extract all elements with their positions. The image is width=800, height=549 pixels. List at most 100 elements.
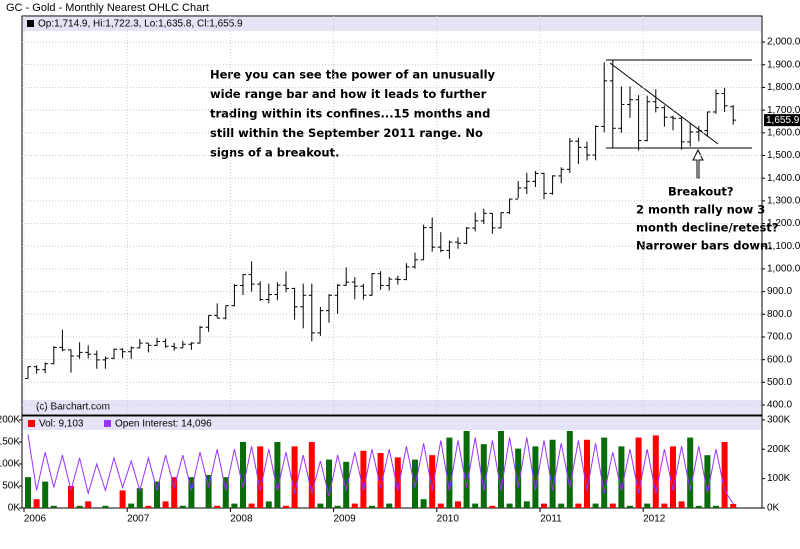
x-tick-label: 2008	[230, 514, 253, 525]
volume-bar	[162, 501, 169, 508]
volume-bar	[489, 505, 496, 508]
annotation: signs of a breakout.	[210, 146, 339, 160]
volume-bar	[369, 505, 375, 508]
y-tick-label: 2,000.0	[767, 37, 800, 48]
volume-bar	[532, 446, 539, 508]
volume-bar	[248, 503, 255, 508]
price-panel	[21, 15, 763, 416]
volume-bar	[171, 477, 178, 508]
y-tick-label: 900.0	[767, 286, 792, 297]
volume-bar	[25, 477, 31, 508]
volume-bar	[627, 505, 633, 508]
volume-bar	[394, 457, 401, 508]
x-tick-label: 2011	[540, 514, 562, 525]
volume-bar	[575, 503, 582, 508]
volume-bar	[420, 499, 427, 508]
volume-bar	[609, 503, 616, 508]
y-tick-label: 700.0	[767, 332, 792, 343]
volume-bar	[231, 503, 238, 508]
y-tick-label: 0K	[8, 503, 21, 514]
volume-bar	[661, 503, 668, 508]
legend-swatch	[28, 420, 35, 427]
volume-bar	[549, 439, 556, 508]
volume-bar	[240, 441, 246, 508]
footer-band	[23, 400, 761, 414]
volume-bar	[601, 437, 608, 508]
volume-bar	[566, 430, 573, 508]
y-tick-label: 800.0	[767, 309, 792, 320]
annotation: Here you can see the power of an unusual…	[210, 68, 496, 82]
y-tick-label: 50K	[2, 481, 20, 492]
y-tick-label: 1,900.0	[767, 59, 800, 70]
volume-bar	[351, 503, 358, 508]
copyright: (c) Barchart.com	[36, 402, 110, 413]
volume-bar	[678, 501, 685, 508]
volume-bar	[652, 435, 659, 508]
volume-bar	[308, 441, 315, 508]
last-price-label: 1,655.9	[766, 115, 800, 126]
volume-bar	[188, 477, 195, 508]
legend-swatch	[104, 420, 111, 427]
volume-bar	[429, 455, 436, 508]
y2-tick-label: 300K	[767, 414, 791, 425]
volume-bar	[713, 505, 719, 508]
volume-bar	[472, 503, 479, 508]
arrow	[692, 148, 704, 179]
legend-text: Open Interest: 14,096	[115, 419, 212, 430]
volume-bar	[257, 446, 264, 508]
y-tick-label: 150K	[0, 437, 20, 448]
volume-bar	[42, 481, 49, 508]
y-tick-label: 200K	[0, 415, 20, 426]
last-price-box	[764, 114, 800, 127]
volume-bar	[283, 505, 289, 508]
volume-bar	[291, 446, 298, 508]
y2-tick-label: 200K	[767, 444, 791, 455]
volume-bar	[360, 450, 367, 508]
legend-swatch	[27, 20, 34, 27]
volume-bar	[480, 444, 487, 508]
volume-bar	[214, 505, 221, 508]
y-tick-label: 500.0	[767, 377, 792, 388]
volume-bar	[541, 503, 547, 508]
y-tick-label: 100K	[0, 459, 20, 470]
y2-tick-label: 0K	[767, 503, 780, 514]
x-tick-label: 2012	[643, 514, 666, 525]
legend-band	[23, 17, 761, 31]
legend-text: Vol: 9,103	[39, 419, 84, 430]
y-tick-label: 1,400.0	[767, 173, 800, 184]
y-tick-label: 1,300.0	[767, 196, 800, 207]
volume-bar	[412, 459, 418, 508]
volume-bar	[222, 477, 229, 508]
volume-bar	[584, 439, 590, 508]
volume-bar	[102, 505, 109, 508]
x-tick-label: 2010	[437, 514, 460, 525]
volume-bar	[730, 503, 737, 508]
volume-bar	[558, 503, 565, 508]
volume-bar	[635, 437, 642, 508]
volume-bar	[128, 503, 135, 508]
annotation: still within the September 2011 range. N…	[210, 126, 483, 140]
volume-bar	[274, 441, 281, 508]
volume-bar	[687, 437, 694, 508]
y-tick-label: 400.0	[767, 400, 792, 411]
y-tick-label: 1,000.0	[767, 264, 800, 275]
volume-bar	[455, 501, 461, 508]
volume-bar	[721, 441, 728, 508]
volume-bar	[506, 503, 513, 508]
volume-bar	[136, 488, 143, 508]
volume-bar	[119, 490, 126, 508]
volume-bar	[76, 505, 83, 508]
volume-bar	[446, 437, 453, 508]
volume-bar	[50, 505, 57, 508]
annotation: Breakout?	[668, 185, 734, 199]
y-tick-label: 1,500.0	[767, 150, 800, 161]
volume-bar	[265, 501, 272, 508]
y-tick-label: 1,700.0	[767, 105, 800, 116]
volume-bar	[33, 499, 40, 508]
ohlc-bars	[25, 59, 737, 379]
volume-bar	[644, 503, 651, 508]
volume-bar	[85, 501, 92, 508]
x-tick-label: 2007	[127, 514, 150, 525]
volume-bar	[515, 448, 522, 508]
